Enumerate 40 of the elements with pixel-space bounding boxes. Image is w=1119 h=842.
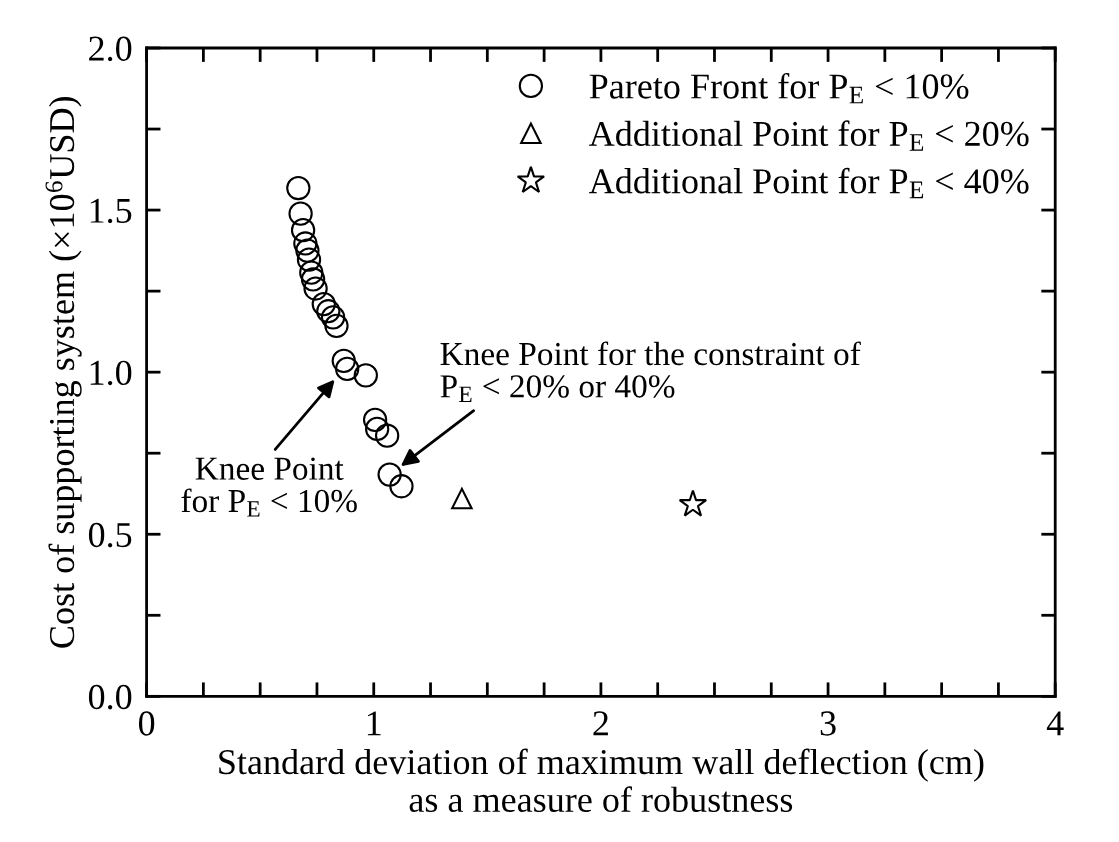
point: [288, 201, 313, 226]
legend-label: Pareto Front for P$_{E}$ < 10%: [589, 72, 969, 104]
x-tick-label: 2: [593, 711, 608, 736]
point: [389, 474, 414, 499]
annotation: Knee Point for the constraint of P$_{E}$ < 20% or 40%: [440, 341, 861, 402]
x-tick-label: 3: [820, 711, 836, 736]
point: [293, 231, 318, 256]
x-tick-label: 4: [1046, 711, 1064, 736]
point: [365, 416, 390, 442]
point: [299, 260, 324, 285]
x-tick-label: 1: [367, 711, 381, 736]
y-axis-title: Cost of supporting system (×10$^{6}$USD): [45, 96, 82, 648]
y-tick-label: 0.0: [88, 684, 132, 710]
point: [678, 489, 708, 517]
x-axis-title: Standard deviation of maximum wall deflection (cm) as a measure of robustness: [219, 748, 984, 813]
point: [331, 348, 356, 373]
legend-label: Additional Point for P$_{E}$ < 20%: [589, 120, 1029, 151]
point: [353, 363, 378, 388]
point: [296, 247, 322, 272]
y-tick-label: 2.0: [89, 36, 132, 62]
point: [320, 305, 346, 330]
x-tick-label: 0: [138, 711, 155, 736]
y-tick-label: 1.5: [90, 198, 132, 224]
legend-label: Additional Point for P$_{E}$ < 40%: [589, 167, 1029, 199]
point: [375, 423, 400, 448]
annotation: Knee Point for P$_{E}$ < 10%: [181, 457, 357, 517]
point: [335, 356, 360, 382]
point: [324, 313, 349, 338]
y-tick-label: 1.0: [90, 360, 132, 386]
point: [316, 299, 341, 324]
point: [303, 276, 328, 301]
y-tick-label: 0.5: [88, 522, 132, 548]
point: [300, 267, 326, 292]
point: [290, 218, 316, 243]
point: [451, 487, 473, 510]
point: [286, 175, 311, 201]
point: [295, 238, 320, 263]
point: [311, 291, 336, 317]
point: [362, 407, 388, 432]
point: [377, 462, 402, 487]
